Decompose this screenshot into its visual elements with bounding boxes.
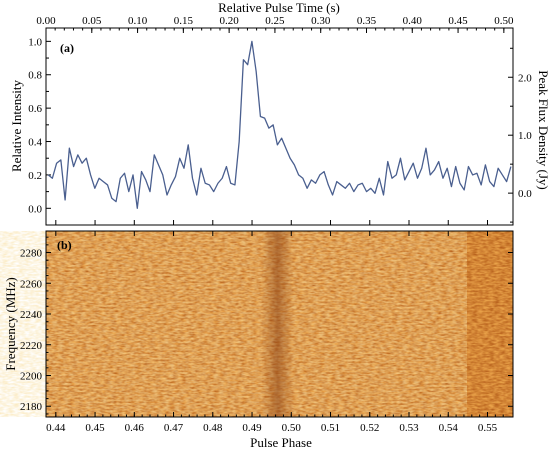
- panel-a-right-ticks: 0.0 1.0 2.0: [508, 47, 532, 223]
- top-axis-label: Relative Pulse Time (s): [218, 0, 340, 15]
- panel-b-label: (b): [57, 238, 72, 252]
- top-tick-label: 0.15: [174, 15, 194, 27]
- right-tick-label: 2.0: [518, 72, 532, 84]
- panel-b-bottom-ticks: 0.44 0.45 0.46 0.47 0.48 0.49 0.50 0.51 0.52 0.53…: [46, 231, 504, 434]
- y-tick-label: 0.2: [28, 170, 42, 182]
- top-tick-label: 0.30: [311, 15, 331, 27]
- x-tick-label: 0.48: [203, 422, 223, 434]
- x-tick-label: 0.55: [478, 422, 498, 434]
- top-tick-label: 0.10: [128, 15, 148, 27]
- heatmap-light-noise: [0, 231, 467, 417]
- x-tick-label: 0.51: [321, 422, 340, 434]
- top-tick-label: 0.20: [220, 15, 240, 27]
- top-tick-label: 0.50: [494, 15, 514, 27]
- x-tick-label: 0.52: [360, 422, 379, 434]
- series-line-relative-intensity: [47, 40, 512, 209]
- top-tick-label: 0.40: [403, 15, 423, 27]
- panel-a-top-ticks: 0.00 0.05 0.10 0.15 0.20 0.25 0.30 0.35 0.40 0.45…: [36, 15, 514, 33]
- y-tick-label: 0.6: [28, 103, 42, 115]
- panel-a-bottom-ticks: [55, 220, 488, 225]
- left-axis-label: Relative Intensity: [9, 79, 24, 172]
- x-tick-label: 0.45: [85, 422, 105, 434]
- x-tick-label: 0.49: [242, 422, 262, 434]
- panel-a-left-ticks: 0.0 0.2 0.4 0.6 0.8 1.0: [28, 36, 51, 215]
- freq-tick-label: 2200: [20, 370, 43, 382]
- freq-tick-label: 2260: [20, 278, 43, 290]
- panel-a-frame: [45, 27, 514, 226]
- top-tick-label: 0.25: [265, 15, 285, 27]
- freq-tick-label: 2280: [20, 248, 43, 260]
- x-tick-label: 0.53: [399, 422, 419, 434]
- y-tick-label: 0.0: [28, 203, 42, 215]
- top-tick-label: 0.35: [357, 15, 377, 27]
- top-tick-label: 0.00: [36, 15, 56, 27]
- dispersed-pulse-band: [261, 231, 294, 417]
- x-tick-label: 0.47: [164, 422, 184, 434]
- x-tick-label: 0.54: [439, 422, 459, 434]
- y-tick-label: 0.8: [28, 70, 42, 82]
- right-tick-label: 0.0: [518, 188, 532, 200]
- freq-tick-label: 2220: [20, 340, 43, 352]
- y-tick-label: 0.4: [28, 137, 42, 149]
- top-tick-label: 0.05: [82, 15, 102, 27]
- right-tick-label: 1.0: [518, 130, 532, 142]
- panel-b-left-ticks: 2180 2200 2220 2240 2260 2280: [20, 236, 513, 415]
- bottom-axis-label: Pulse Phase: [250, 435, 312, 450]
- left-axis-label-b: Frequency (MHz): [3, 277, 18, 371]
- top-tick-label: 0.45: [448, 15, 468, 27]
- right-axis-label: Peak Flux Density (Jy): [536, 70, 551, 190]
- x-tick-label: 0.50: [282, 422, 302, 434]
- freq-tick-label: 2180: [20, 401, 43, 413]
- panel-b-frame: [45, 230, 514, 418]
- panel-b: 0.44 0.45 0.46 0.47 0.48 0.49 0.50 0.51 0.52 0.53…: [0, 230, 514, 450]
- x-tick-label: 0.46: [125, 422, 145, 434]
- heatmap: [0, 231, 513, 417]
- panel-a-label: (a): [60, 41, 74, 55]
- x-tick-label: 0.44: [46, 422, 66, 434]
- panel-a: 0.00 0.05 0.10 0.15 0.20 0.25 0.30 0.35 0.40 0.45…: [9, 0, 551, 226]
- y-tick-label: 1.0: [28, 36, 42, 48]
- freq-tick-label: 2240: [20, 309, 43, 321]
